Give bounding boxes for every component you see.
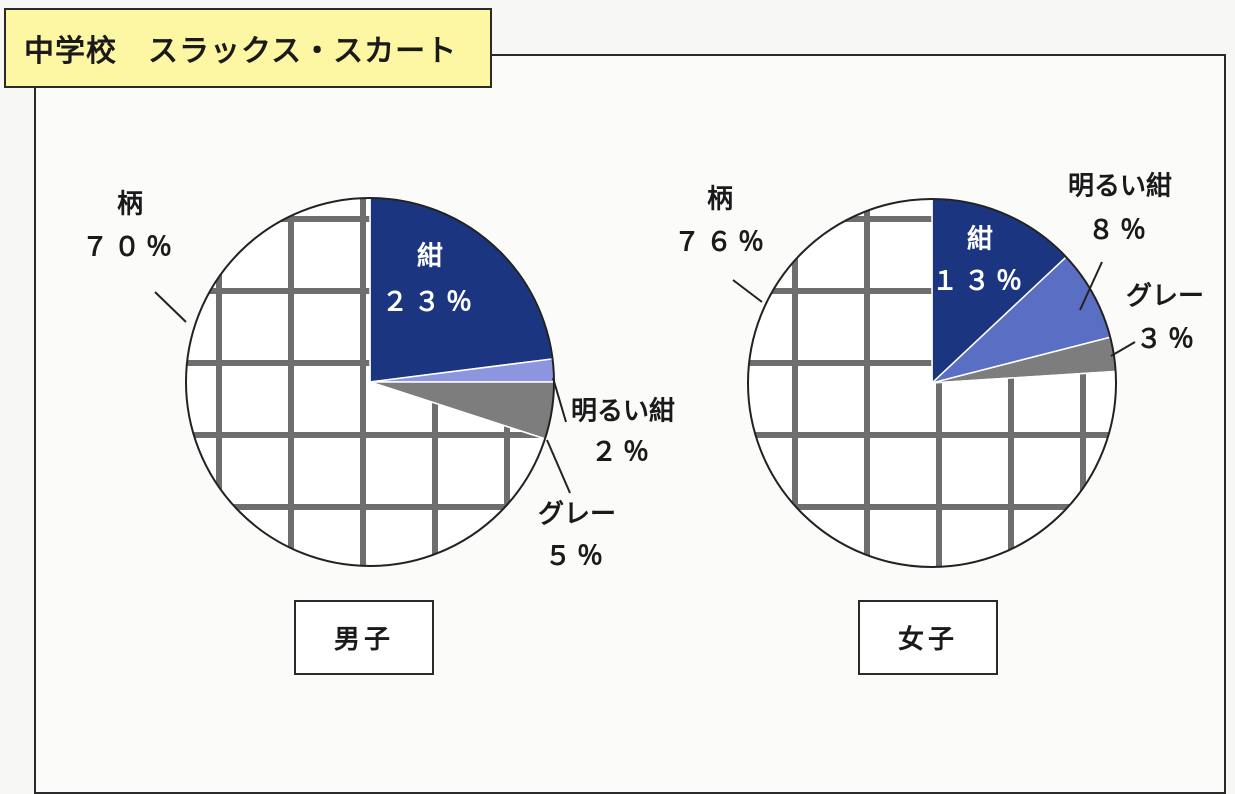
- pie-1-label-2-name: グレー: [1126, 282, 1204, 312]
- pie-1-outline: [747, 198, 1117, 568]
- pie-0-label-2-value: ５％: [545, 542, 609, 572]
- pie-0-label-1-value: ２％: [591, 438, 655, 468]
- pie-1-label-1-value: ８％: [1088, 216, 1152, 246]
- pie-1-label-3-value: ７６％: [674, 228, 770, 258]
- pie-1-label-3-name: 柄: [707, 185, 733, 215]
- pie-0-label-3-value: ７０％: [82, 233, 178, 263]
- male-chart-label: 男子: [294, 600, 434, 675]
- pie-1-leader-1: [1079, 261, 1103, 311]
- pie-0-leader-3: [154, 291, 187, 323]
- pie-0-leader-2: [546, 439, 571, 494]
- page-title: 中学校 スラックス・スカート: [4, 8, 492, 88]
- pie-1-leader-3: [732, 279, 763, 303]
- pie-1-label-0-value: １３％: [932, 267, 1028, 297]
- pie-1-label-0-name: 紺: [967, 224, 993, 255]
- pie-0-label-0-value: ２３％: [382, 288, 478, 318]
- pie-1-label-2-value: ３％: [1136, 325, 1200, 355]
- pie-0-label-0-name: 紺: [417, 241, 443, 272]
- pie-1-label-1-name: 明るい紺: [1068, 171, 1172, 202]
- pie-0-label-1-name: 明るい紺: [571, 396, 675, 427]
- pie-1-leader-2: [1110, 341, 1136, 357]
- female-chart-label: 女子: [858, 600, 998, 675]
- pie-charts: 紺 ２３％ 明るい紺 ２％ グレー ５％ 柄 ７０％ 紺 １３％ 明るい紺 ８％ グレー ３％ 柄 ７６％: [82, 171, 1204, 572]
- pie-0-leader-1: [552, 377, 567, 423]
- pie-0-label-3-name: 柄: [117, 190, 143, 220]
- pie-0-label-2-name: グレー: [538, 500, 616, 530]
